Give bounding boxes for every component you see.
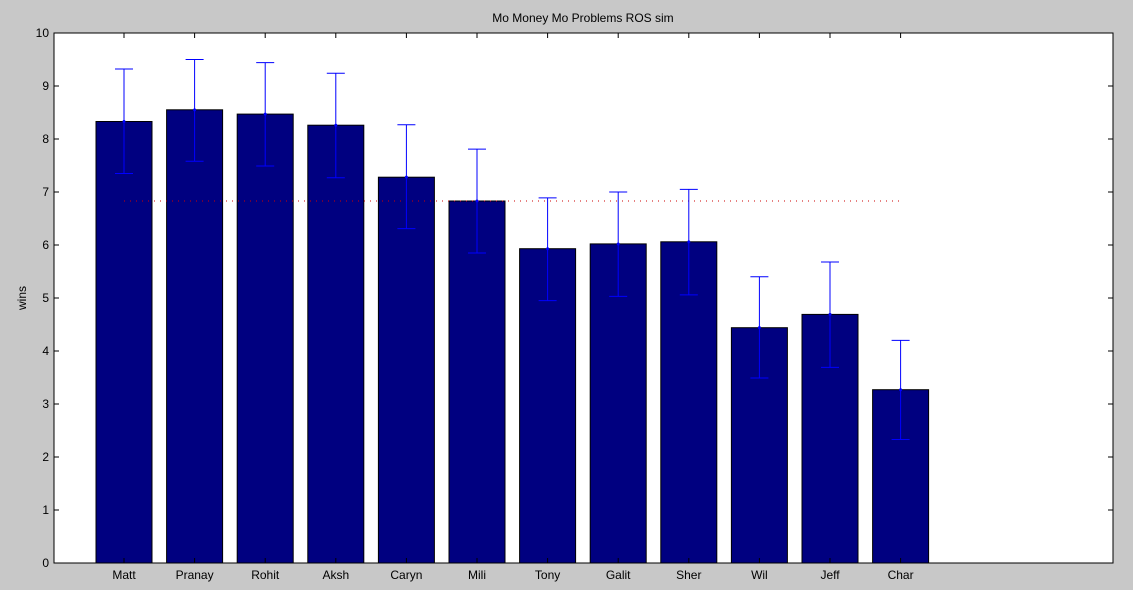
y-tick-label: 5	[42, 291, 49, 305]
error-bar-marker	[263, 112, 267, 116]
error-bar-marker	[193, 108, 197, 112]
error-bar-marker	[616, 242, 620, 246]
x-tick-label-pranay: Pranay	[176, 568, 214, 582]
chart-title: Mo Money Mo Problems ROS sim	[492, 11, 673, 25]
bars-layer	[95, 109, 930, 564]
error-bar-mili	[468, 148, 486, 254]
error-bar-rohit	[256, 62, 275, 167]
error-bar-pranay	[185, 59, 204, 162]
error-bar-marker	[404, 175, 408, 179]
x-ticks-layer: Matt Pranay Rohit Aksh Caryn Mili Tony Galit She…	[112, 33, 914, 582]
y-tick-label: 3	[42, 397, 49, 411]
error-bar-marker	[122, 120, 126, 124]
x-tick-label-char: Char	[888, 568, 914, 582]
bar-matt	[95, 121, 153, 564]
x-tick-label-galit: Galit	[606, 568, 631, 582]
bar-caryn	[377, 176, 435, 564]
x-tick-label-matt: Matt	[112, 568, 136, 582]
y-tick-label: 0	[42, 556, 49, 570]
error-bar-marker	[546, 247, 550, 251]
y-tick-label: 9	[42, 79, 49, 93]
y-tick-label: 8	[42, 132, 49, 146]
error-bar-marker	[757, 326, 761, 330]
error-bar-marker	[334, 123, 338, 127]
error-bar-aksh	[326, 72, 345, 179]
y-ticks-layer: 0 1 2 3 4 5 6 7 8 9 10	[36, 26, 1113, 570]
x-tick-label-jeff: Jeff	[820, 568, 840, 582]
error-bar-sher	[679, 188, 698, 296]
error-bar-marker	[475, 199, 479, 203]
bar-aksh	[307, 124, 365, 564]
error-bar-caryn	[397, 124, 416, 230]
x-tick-label-aksh: Aksh	[322, 568, 349, 582]
bar-mili	[448, 200, 506, 564]
y-tick-label: 1	[42, 503, 49, 517]
y-tick-label: 4	[42, 344, 49, 358]
error-bar-marker	[828, 312, 832, 316]
error-bar-marker	[899, 388, 903, 392]
plot-area	[53, 32, 1114, 564]
error-bar-matt	[115, 68, 133, 174]
error-bar-wil	[750, 276, 769, 379]
x-tick-label-wil: Wil	[751, 568, 768, 582]
x-tick-label-tony: Tony	[535, 568, 560, 582]
bar-pranay	[166, 109, 224, 564]
error-bar-tony	[538, 197, 557, 302]
x-tick-label-caryn: Caryn	[390, 568, 422, 582]
error-bar-jeff	[821, 261, 839, 368]
y-axis-label: wins	[15, 286, 29, 311]
bar-rohit	[236, 113, 294, 564]
error-bar-marker	[687, 240, 691, 244]
x-tick-label-rohit: Rohit	[251, 568, 280, 582]
y-tick-label: 10	[36, 26, 50, 40]
error-bar-char	[891, 339, 910, 441]
y-tick-label: 6	[42, 238, 49, 252]
bar-sher	[660, 241, 718, 564]
error-bar-galit	[609, 191, 628, 297]
error-bars-layer	[115, 59, 910, 441]
x-tick-label-mili: Mili	[468, 568, 486, 582]
x-tick-label-sher: Sher	[676, 568, 701, 582]
y-tick-label: 7	[42, 185, 49, 199]
y-tick-label: 2	[42, 450, 49, 464]
